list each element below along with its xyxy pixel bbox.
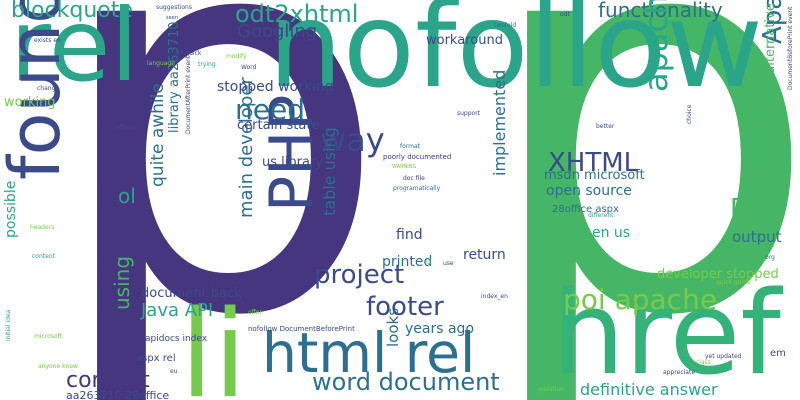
- word-nofollow: nofollow: [268, 0, 763, 114]
- word-language: language: [147, 60, 175, 67]
- word-rel: rel: [10, 0, 139, 104]
- word-headers: headers: [30, 224, 55, 231]
- word-return: return: [463, 247, 506, 263]
- word-possible: possible: [3, 180, 19, 238]
- word-question: question: [538, 386, 564, 393]
- word-footer: footer: [366, 292, 444, 322]
- word-found: found: [0, 0, 76, 180]
- word-support: support: [457, 110, 481, 117]
- word-em: em: [770, 348, 786, 359]
- word-eu: eu: [170, 368, 178, 375]
- word-apache-org: apache org: [637, 0, 675, 92]
- word-definitive-answer: definitive answer: [580, 380, 718, 399]
- word-developer-stopped: developer stopped: [657, 267, 779, 282]
- word-source-alternative: source alternative: [763, 3, 778, 121]
- word-output: output: [732, 228, 782, 246]
- word-trying: trying: [198, 61, 216, 68]
- word-find: find: [396, 227, 423, 243]
- word-p-right: p: [478, 0, 800, 400]
- word-main-developer: main developer: [236, 77, 257, 218]
- word-suggestions: suggestions: [156, 4, 192, 11]
- word-ol: ol: [118, 184, 136, 208]
- word-format: format: [400, 143, 421, 150]
- word-choice: choice: [686, 104, 693, 124]
- word-documentbeforeprint-event: DocumentBeforePrint event: [787, 6, 794, 91]
- word-years-ago: years ago: [405, 321, 475, 337]
- word-library-aa263710: library aa263710: [167, 21, 182, 133]
- word-using: using: [110, 255, 134, 310]
- word-nofollow-documentbeforeprint: nofollow DocumentBeforePrint: [248, 325, 355, 333]
- word-change: change: [37, 85, 60, 92]
- word-java-api: Java API: [141, 300, 214, 321]
- word-28office-aspx: 28office aspx: [552, 204, 619, 215]
- word-hapf-quick: hapf quick: [170, 50, 202, 57]
- word-p-left: p: [48, 0, 391, 400]
- word-aspx-rel: aspx rel: [136, 353, 176, 364]
- word-ui: ui: [426, 259, 432, 266]
- word-printed: printed: [382, 254, 433, 270]
- word-aa263710-28office: aa263710 28office: [66, 389, 170, 400]
- word-html-rel: html rel: [262, 321, 476, 385]
- word-way: way: [320, 121, 385, 159]
- word-project: project: [314, 260, 405, 290]
- word-anyone-know: anyone know: [38, 363, 78, 370]
- word-microsoft: microsoft: [34, 333, 62, 340]
- word-href: href: [552, 267, 781, 400]
- word-working: working: [4, 95, 56, 110]
- word-offer: offer: [248, 309, 262, 316]
- word-use: use: [443, 260, 454, 267]
- word-msdn-microsoft: msdn microsoft: [544, 168, 645, 183]
- word-twofold: twofold: [494, 22, 517, 29]
- word-en-us: en us: [592, 225, 631, 241]
- word-li: li: [180, 286, 247, 400]
- word-poi: POI: [730, 194, 774, 224]
- word-class: class: [696, 359, 711, 366]
- word-org: org: [765, 254, 775, 261]
- word-convert: convert: [66, 368, 150, 393]
- word-documentafterprint-event: DocumentAfterPrint event: [185, 55, 192, 134]
- word-xhtml: XHTML: [548, 148, 639, 178]
- word-workaround: workaround: [426, 33, 503, 48]
- word-appreciate: appreciate: [663, 369, 696, 376]
- word-yet-updated: yet updated: [705, 353, 742, 360]
- word-word-document: word document: [312, 368, 500, 396]
- word-better: better: [596, 123, 615, 130]
- word-stopped-working: stopped working: [217, 79, 334, 95]
- word-content: content: [32, 253, 55, 260]
- word-need: need: [235, 93, 305, 126]
- word-quite-awhile: quite awhile: [148, 83, 168, 187]
- word-document-back: document back: [141, 286, 242, 301]
- word-certain-state: certain state: [237, 118, 320, 133]
- word-different: different: [588, 212, 614, 219]
- word-offsets: offsets: [116, 124, 137, 131]
- word-index-en: index_en: [481, 293, 508, 300]
- word-poi-apache: poi apache: [563, 283, 718, 316]
- word-quick-guide: quick guide: [716, 279, 751, 286]
- word-looks: looks: [384, 307, 402, 347]
- word-apidocs-index: apidocs index: [145, 334, 208, 344]
- word-modify: modify: [226, 53, 247, 60]
- word-word: Word: [241, 64, 257, 71]
- word-odt: odt: [560, 11, 570, 18]
- word-blockquote: blockquote: [11, 0, 133, 23]
- word-functionality: functionality: [598, 0, 723, 22]
- word-implemented: implemented: [490, 69, 509, 176]
- word-odt2xhtml: odt2xhtml: [235, 0, 359, 28]
- word-seen: seen: [166, 15, 178, 21]
- word-open-source: open source: [546, 183, 632, 199]
- word-googling: Googling: [237, 21, 318, 42]
- word-us-library: us library: [262, 155, 323, 170]
- word-programatically: programatically: [393, 185, 441, 192]
- word-initial-idea: initial idea: [5, 309, 12, 341]
- word-table-using: table using: [320, 127, 339, 216]
- word-doc-file: doc file: [403, 175, 425, 182]
- word-poorly-documented: poorly documented: [383, 153, 452, 161]
- word-exists-en: exists en: [34, 37, 61, 44]
- word-warning: WARNING: [392, 164, 417, 170]
